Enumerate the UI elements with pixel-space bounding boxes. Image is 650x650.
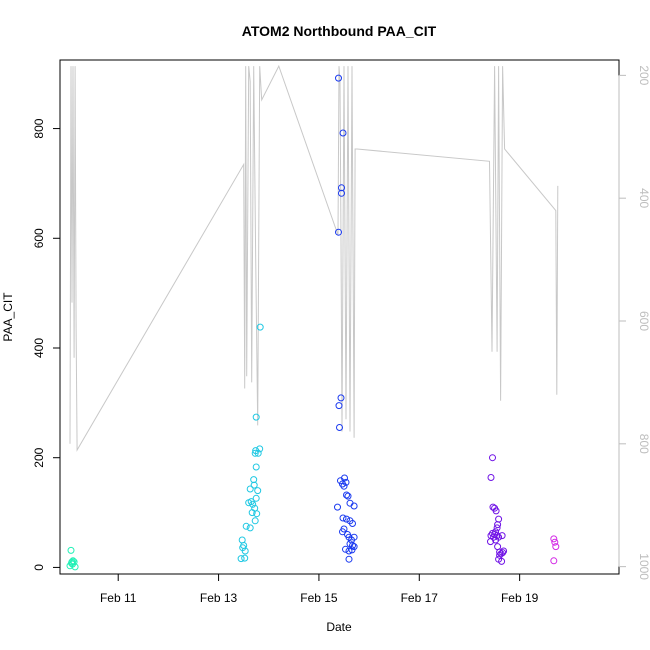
y-tick-label: 600 [32,228,46,248]
data-point [550,535,558,543]
data-point [246,485,254,493]
data-point [339,129,347,137]
data-point [498,532,506,540]
data-point [496,548,504,556]
data-point [342,478,350,486]
y-tick-label: 800 [32,118,46,138]
data-point [241,554,249,562]
y2-axis: 200 400 600 800 1000 [618,65,650,580]
data-point [496,551,504,559]
y-tick-label: 0 [32,564,46,571]
y2-tick-label: 1000 [637,553,650,580]
data-point [338,189,345,197]
data-point [500,547,508,555]
data-point [340,482,348,490]
y2-tick-label: 600 [637,311,650,331]
y-tick-label: 200 [32,447,46,467]
data-point [252,494,260,502]
y-axis: 0 200 400 600 800 [32,118,61,571]
chart-title: ATOM2 Northbound PAA_CIT [242,23,437,39]
data-point [492,536,500,544]
data-point [552,543,560,551]
x-tick-label: Feb 15 [300,591,338,605]
data-point [253,510,261,518]
data-point [242,522,250,530]
data-point [493,524,501,532]
data-point [495,515,503,523]
y2-tick-label: 800 [637,434,650,454]
data-point [252,413,260,421]
data-point [339,514,347,522]
depth-line [69,64,559,452]
data-point [249,500,257,508]
data-point [350,502,358,510]
data-point [343,491,350,499]
data-point [250,476,258,484]
data-point [69,557,77,565]
y2-tick-label: 200 [637,65,650,85]
data-point [487,474,495,481]
y-tick-label: 400 [32,338,46,358]
x-axis-label: Date [326,620,352,634]
data-point [251,517,259,525]
data-point [498,557,506,565]
data-point [70,558,78,566]
x-tick-label: Feb 13 [200,591,238,605]
data-point [350,533,358,541]
data-point [335,74,342,82]
x-axis: Feb 11 Feb 13 Feb 15 Feb 17 Feb 19 [100,573,539,605]
data-point [343,515,350,523]
data-point [256,445,264,453]
data-point [349,542,356,549]
data-point [256,323,264,331]
data-point [336,424,343,431]
data-point [251,449,259,457]
data-point [551,538,559,546]
data-point [550,557,558,565]
data-point [345,555,353,563]
data-point [494,521,502,529]
data-point [69,560,76,568]
data-point [254,487,262,495]
data-point [67,546,75,554]
data-point [241,547,249,555]
data-point [342,545,349,553]
data-point [345,547,353,555]
data-point [349,520,356,527]
y2-tick-label: 400 [637,188,650,208]
x-tick-label: Feb 11 [100,591,137,605]
data-point [489,454,496,462]
data-point [238,536,246,544]
data-point [337,394,345,402]
data-point [492,507,500,515]
data-point [254,449,262,457]
data-point [237,555,245,563]
x-tick-label: Feb 19 [501,591,539,605]
x-tick-label: Feb 17 [401,591,439,605]
data-point [252,463,260,471]
data-point [493,532,501,540]
data-point [341,474,348,482]
depth-line-layer [69,64,559,452]
data-point [348,546,356,554]
data-point [335,402,343,410]
data-point [246,524,254,532]
data-point [335,228,342,236]
plot-frame [59,59,620,575]
data-point [334,503,341,511]
y-axis-label: PAA_CIT [1,292,15,342]
data-point [344,492,352,500]
scatter-points-layer [66,74,560,571]
